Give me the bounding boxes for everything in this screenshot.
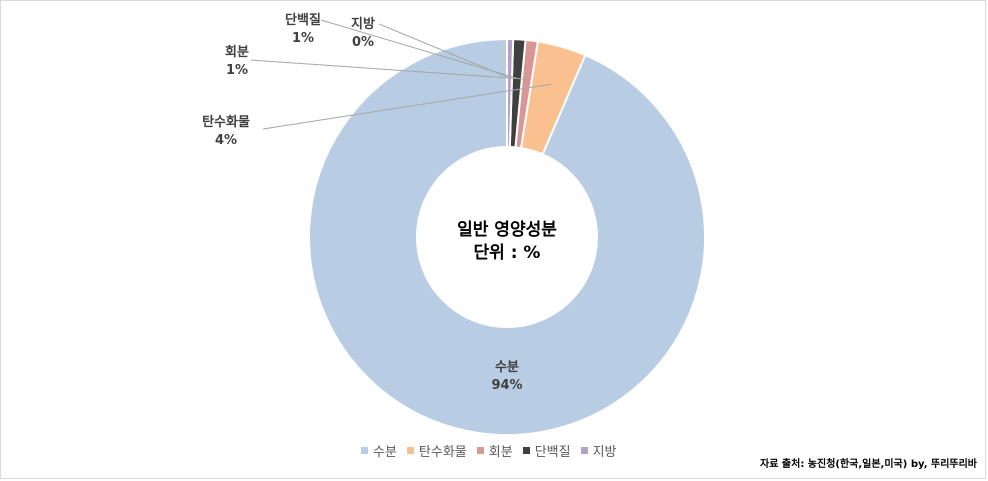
legend-swatch-ash xyxy=(476,447,484,454)
leader-line-protein xyxy=(320,19,518,79)
source-note: 자료 출처: 농진청(한국,일본,미국) by, 뚜리뚜리바 xyxy=(760,459,977,470)
center-unit: 단위 : % xyxy=(474,243,541,263)
legend-label-carbohydrate: 탄수화물 xyxy=(418,445,467,460)
data-label-name-fat: 지방 xyxy=(351,16,375,32)
data-label-value-fat: 0% xyxy=(352,35,374,50)
chart-legend: 수분 탄수화물 회분 단백질 지방 xyxy=(361,441,627,460)
data-label-value-protein: 1% xyxy=(292,31,314,46)
data-label-name-protein: 단백질 xyxy=(285,12,321,28)
data-label-name-water: 수분 xyxy=(495,360,519,375)
legend-item-ash: 회분 xyxy=(476,441,513,460)
data-label-name-ash: 회분 xyxy=(225,44,249,60)
legend-item-water: 수분 xyxy=(361,441,397,460)
slice-water xyxy=(308,37,706,436)
data-label-name-carbohydrate: 탄수화물 xyxy=(202,114,250,130)
leader-line-carbohydrate xyxy=(262,83,552,130)
data-label-value-carbohydrate: 4% xyxy=(215,133,237,148)
legend-swatch-water xyxy=(361,447,368,454)
slice-fat xyxy=(506,37,515,149)
center-title: 일반 영양성분 xyxy=(457,220,557,240)
legend-item-protein: 단백질 xyxy=(522,441,571,460)
leader-line-fat xyxy=(378,23,510,79)
legend-item-carbohydrate: 탄수화물 xyxy=(406,441,467,460)
leader-line-ash xyxy=(250,59,527,80)
legend-swatch-carbohydrate xyxy=(406,447,414,454)
legend-label-protein: 단백질 xyxy=(534,445,571,460)
legend-item-fat: 지방 xyxy=(580,441,617,460)
legend-label-fat: 지방 xyxy=(592,445,617,460)
legend-swatch-protein xyxy=(522,447,530,454)
legend-label-ash: 회분 xyxy=(488,445,513,460)
data-label-value-water: 94% xyxy=(491,378,522,393)
legend-label-water: 수분 xyxy=(373,445,397,460)
legend-swatch-fat xyxy=(580,447,588,454)
data-label-value-ash: 1% xyxy=(226,63,248,78)
